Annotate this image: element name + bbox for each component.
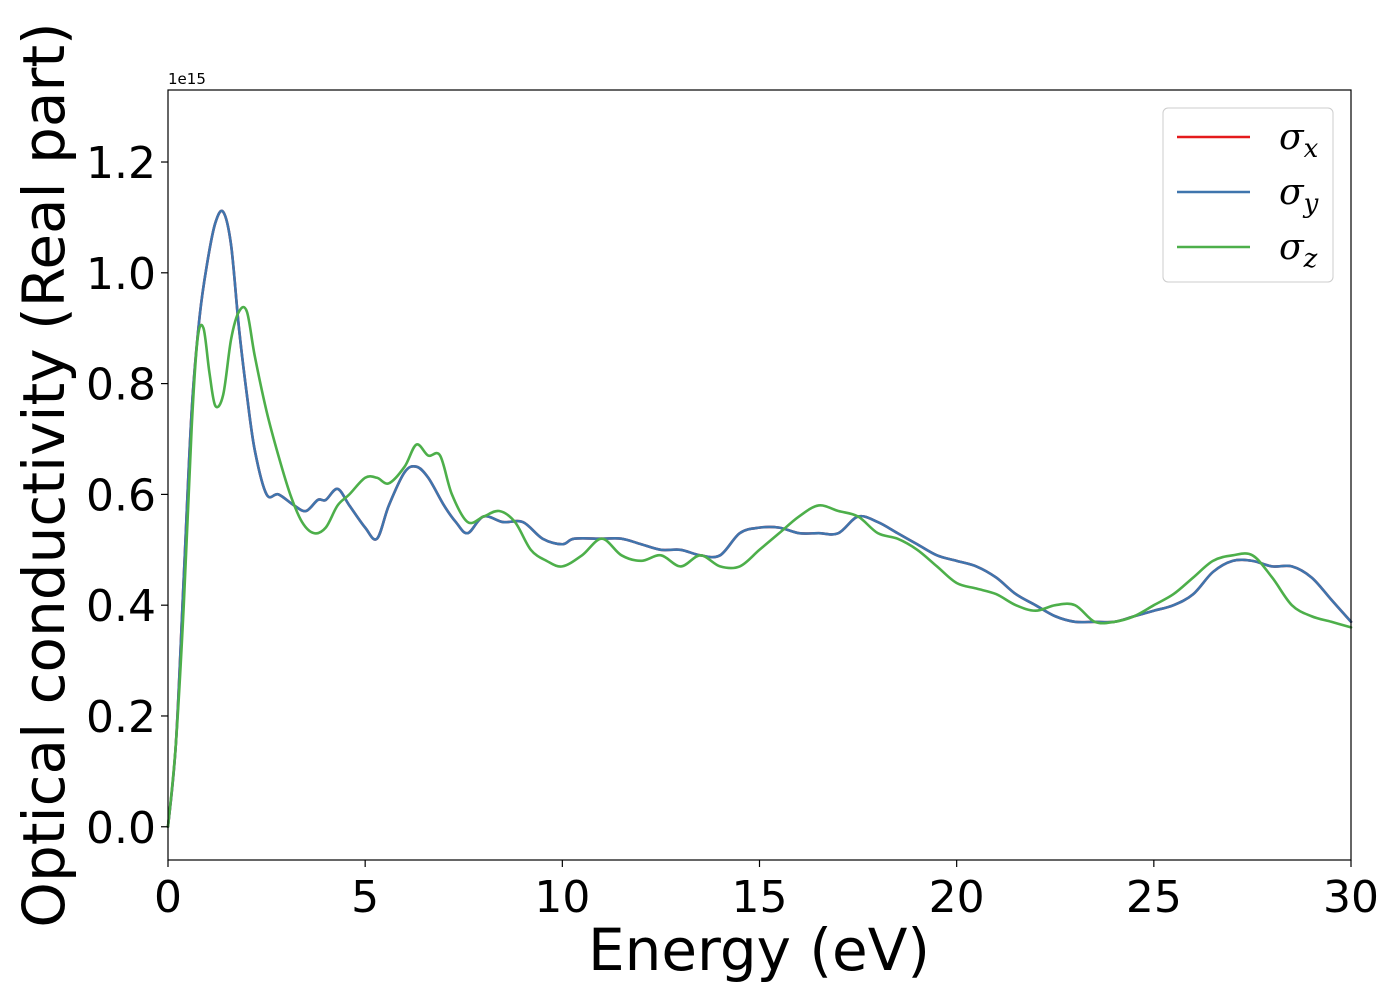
plot-area xyxy=(168,90,1351,860)
x-tick-label: 25 xyxy=(1126,872,1182,923)
y-tick-label: 0.0 xyxy=(86,803,156,854)
legend: σx σy σz xyxy=(1162,107,1334,283)
legend-label-x: σx xyxy=(1279,117,1319,164)
x-tick-label: 20 xyxy=(929,872,985,923)
y-tick-label: 0.4 xyxy=(86,581,156,632)
x-axis-label: Energy (eV) xyxy=(588,916,930,984)
x-tick-label: 15 xyxy=(732,872,788,923)
y-tick-label: 1.0 xyxy=(86,249,156,300)
y-axis-ticks: 0.0 0.2 0.4 0.6 0.8 1.0 1.2 xyxy=(86,138,168,854)
legend-box xyxy=(1162,107,1334,283)
y-axis-label: Optical conductivity (Real part) xyxy=(10,22,78,927)
series-layer xyxy=(166,209,1353,829)
y-offset-label: 1e15 xyxy=(168,70,206,88)
y-tick-label: 1.2 xyxy=(86,138,156,189)
series-line-z xyxy=(166,305,1353,829)
legend-label-z: σz xyxy=(1279,227,1318,274)
legend-label-y: σy xyxy=(1279,172,1319,219)
x-tick-label: 10 xyxy=(534,872,590,923)
x-tick-label: 30 xyxy=(1323,872,1379,923)
x-tick-label: 0 xyxy=(154,872,182,923)
y-tick-label: 0.6 xyxy=(86,470,156,521)
y-tick-label: 0.2 xyxy=(86,692,156,743)
x-tick-label: 5 xyxy=(351,872,379,923)
x-axis-ticks: 0 5 10 15 20 25 30 xyxy=(154,860,1379,923)
y-tick-label: 0.8 xyxy=(86,360,156,411)
